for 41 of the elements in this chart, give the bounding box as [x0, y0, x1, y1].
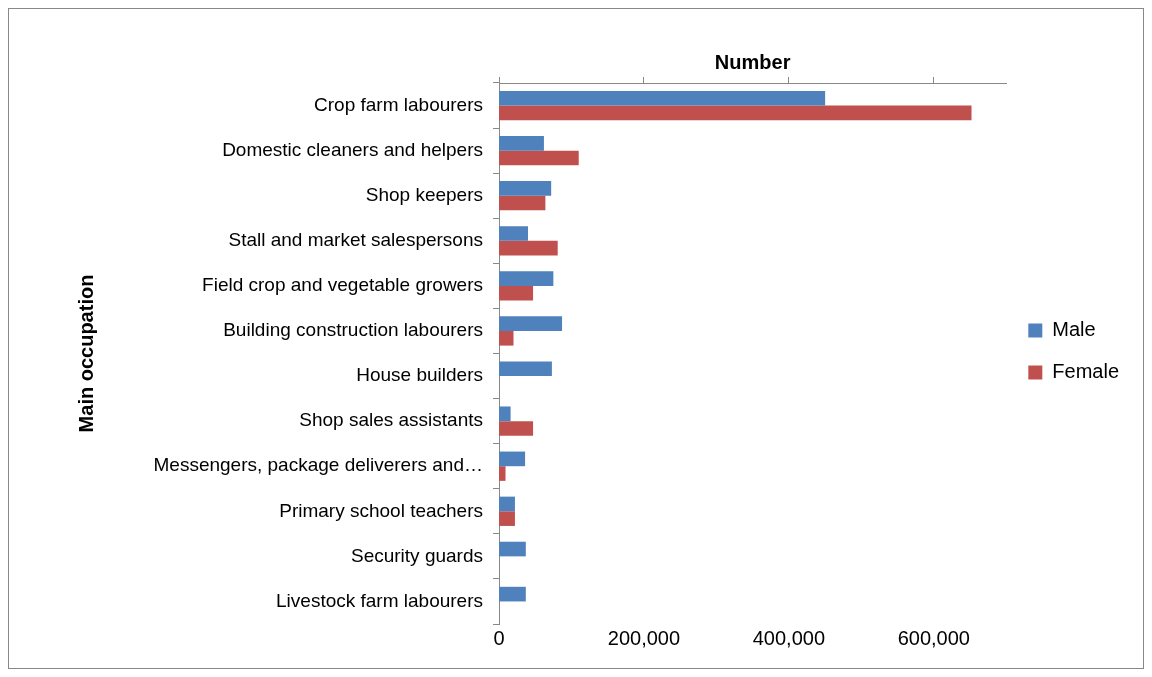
x-tick-label: 400,000 — [752, 626, 826, 649]
y-tick-label: House builders — [356, 364, 483, 386]
bar — [499, 135, 544, 151]
bar — [499, 586, 526, 602]
y-tick-label: Domestic cleaners and helpers — [222, 138, 483, 160]
bar — [499, 90, 826, 106]
bar — [499, 271, 554, 286]
bar — [499, 316, 563, 331]
legend-label: Male — [1052, 318, 1096, 341]
bar — [499, 361, 552, 377]
bar — [499, 466, 506, 481]
y-tick-label: Field crop and vegetable growers — [202, 274, 483, 296]
y-tick-label: Shop keepers — [365, 183, 483, 205]
y-tick-label: Messengers, package deliverers and… — [153, 454, 483, 476]
bar — [499, 541, 526, 557]
y-tick-label: Livestock farm labourers — [276, 589, 483, 611]
bar — [499, 181, 552, 196]
y-tick-label: Shop sales assistants — [299, 409, 483, 431]
legend-label: Female — [1052, 360, 1120, 383]
bar — [499, 195, 546, 211]
bar — [499, 105, 972, 121]
bar — [499, 511, 515, 526]
y-tick-label: Building construction labourers — [223, 319, 483, 341]
x-tick-label: 600,000 — [897, 626, 970, 649]
bar — [499, 496, 515, 512]
x-tick-label: 200,000 — [607, 626, 681, 649]
y-tick-label: Crop farm labourers — [314, 93, 483, 115]
x-tick-label: 0 — [493, 626, 505, 649]
bar — [499, 451, 526, 467]
y-axis-title: Main occupation — [74, 274, 97, 433]
y-tick-label: Primary school teachers — [279, 499, 483, 521]
y-tick-label: Security guards — [350, 544, 483, 566]
bar — [499, 330, 514, 346]
bar — [499, 406, 511, 422]
bar — [499, 226, 528, 241]
bar — [499, 240, 558, 256]
bar — [499, 150, 579, 166]
y-tick-label: Stall and market salespersons — [228, 229, 483, 251]
bar — [499, 285, 534, 301]
x-axis-title: Number — [714, 50, 791, 73]
bar — [499, 421, 534, 436]
